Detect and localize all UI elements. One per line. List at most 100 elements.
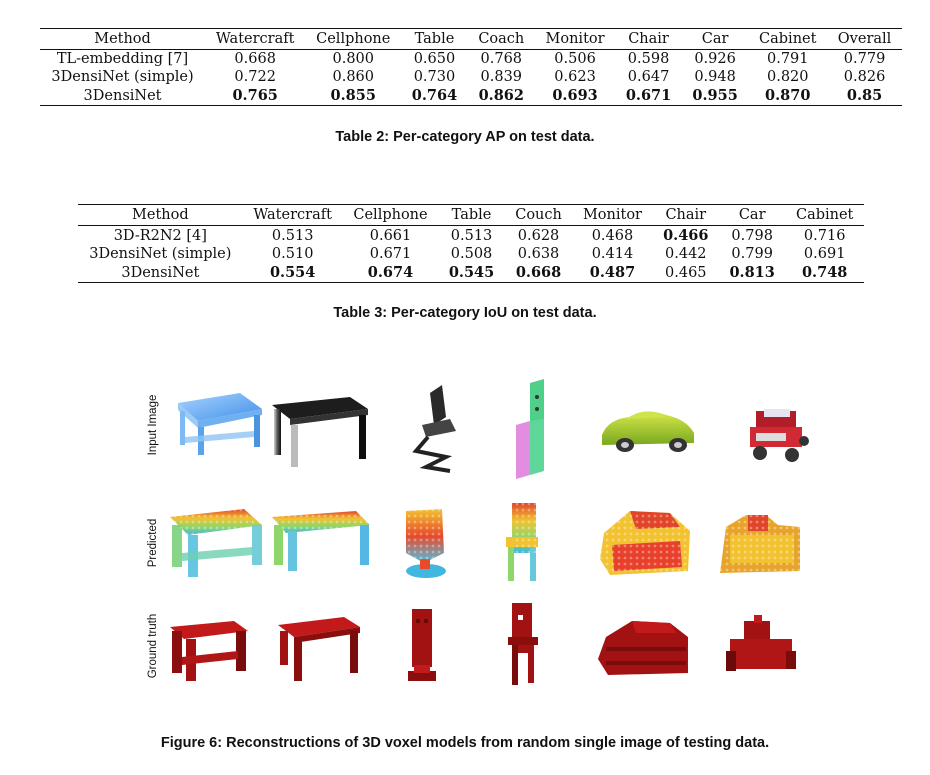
gt-table-black: [278, 617, 360, 681]
table2-header-monitor: Monitor: [545, 31, 605, 47]
table3-header-car: Car: [738, 207, 766, 223]
value-cell: 0.650: [413, 51, 456, 67]
value-cell: 0.730: [413, 69, 456, 85]
table2-header-table: Table: [414, 31, 455, 47]
value-cell: 0.926: [694, 51, 736, 67]
value-cell: 0.465: [665, 264, 707, 281]
method-cell: 3DensiNet (simple): [51, 69, 194, 85]
table-row: 3D-R2N2 [4] 0.513 0.661 0.513 0.628 0.468 0.46…: [78, 226, 864, 246]
value-cell: 0.693: [552, 87, 598, 104]
input-car-green: [602, 411, 694, 452]
pred-chair-zigzag: [406, 509, 446, 578]
value-cell: 0.765: [232, 87, 278, 104]
row-label-ground-truth: Ground truth: [147, 613, 159, 679]
value-cell: 0.545: [448, 264, 495, 281]
value-cell: 0.948: [694, 69, 736, 85]
table-2-body: TL-embedding [7] 0.668 0.800 0.650 0.768 0.50…: [40, 50, 902, 106]
input-car-jeep: [750, 409, 809, 462]
value-cell: 0.513: [271, 227, 314, 244]
method-cell: 3DensiNet: [121, 264, 200, 281]
method-cell: 3D-R2N2 [4]: [113, 227, 207, 244]
table-3-header-row: Method Watercraft Cellphone Table Couch Monit…: [78, 204, 864, 226]
table-row: 3DensiNet (simple) 0.510 0.671 0.508 0.638 0.…: [78, 245, 864, 263]
value-cell: 0.791: [766, 51, 809, 67]
value-cell: 0.768: [480, 51, 523, 67]
pred-table-blue: [170, 509, 262, 577]
method-cell: TL-embedding [7]: [56, 51, 189, 67]
value-cell: 0.748: [801, 264, 848, 281]
value-cell: 0.487: [589, 264, 636, 281]
table2-header-overall: Overall: [837, 31, 892, 47]
gt-table-blue: [170, 621, 248, 681]
input-chair-zigzag: [412, 385, 456, 473]
table2-header-watercraft: Watercraft: [215, 31, 295, 47]
table3-header-couch: Couch: [515, 207, 562, 223]
value-cell: 0.468: [591, 227, 634, 244]
table2-header-method: Method: [94, 31, 151, 47]
input-chair-green: [516, 379, 544, 479]
value-cell: 0.506: [554, 51, 596, 67]
value-cell: 0.466: [663, 227, 709, 244]
gt-car-jeep: [726, 615, 796, 671]
pred-car-jeep: [720, 515, 800, 573]
table-2: Method Watercraft Cellphone Table Coach Monit…: [40, 28, 902, 106]
table-3: Method Watercraft Cellphone Table Couch Monit…: [78, 204, 864, 283]
value-cell: 0.826: [843, 69, 886, 85]
value-cell: 0.798: [731, 227, 773, 244]
pred-chair-green: [506, 503, 538, 581]
table-3-caption: Table 3: Per-category IoU on test data.: [333, 305, 597, 321]
table3-header-monitor: Monitor: [582, 207, 642, 223]
value-cell: 0.668: [234, 51, 276, 67]
pred-table-black: [272, 511, 370, 571]
value-cell: 0.855: [330, 87, 376, 104]
value-cell: 0.860: [332, 69, 374, 85]
value-cell: 0.799: [731, 246, 773, 262]
value-cell: 0.638: [517, 246, 560, 262]
table-row: 3DensiNet 0.765 0.855 0.764 0.862 0.693 0.671 0…: [40, 86, 902, 106]
value-cell: 0.647: [627, 69, 670, 85]
table2-header-car: Car: [701, 31, 729, 47]
value-cell: 0.668: [515, 264, 562, 281]
table2-header-chair: Chair: [628, 31, 669, 47]
value-cell: 0.800: [332, 51, 374, 67]
method-cell: 3DensiNet (simple): [89, 246, 232, 262]
value-cell: 0.598: [627, 51, 670, 67]
table-row: TL-embedding [7] 0.668 0.800 0.650 0.768 0.50…: [40, 50, 902, 69]
value-cell: 0.85: [846, 87, 883, 104]
value-cell: 0.813: [729, 264, 775, 281]
table3-header-cabinet: Cabinet: [795, 207, 854, 223]
table3-header-table: Table: [451, 207, 492, 223]
value-cell: 0.414: [591, 246, 634, 262]
value-cell: 0.691: [803, 246, 846, 262]
value-cell: 0.870: [765, 87, 811, 104]
value-cell: 0.442: [665, 246, 707, 262]
value-cell: 0.513: [450, 227, 493, 244]
value-cell: 0.671: [369, 246, 412, 262]
value-cell: 0.722: [234, 69, 276, 85]
table3-header-method: Method: [132, 207, 189, 223]
value-cell: 0.623: [554, 69, 596, 85]
gt-chair-green: [508, 603, 538, 685]
input-table-black: [272, 397, 368, 467]
value-cell: 0.955: [692, 87, 738, 104]
value-cell: 0.671: [625, 87, 672, 104]
table2-header-cabinet: Cabinet: [759, 31, 817, 47]
table3-header-cellphone: Cellphone: [353, 207, 428, 223]
gt-car-green: [598, 621, 688, 675]
value-cell: 0.510: [271, 246, 314, 262]
value-cell: 0.508: [450, 246, 493, 262]
table2-header-cellphone: Cellphone: [316, 31, 391, 47]
row-label-input-image: Input Image: [147, 394, 159, 456]
value-cell: 0.839: [480, 69, 523, 85]
table3-header-chair: Chair: [665, 207, 707, 223]
value-cell: 0.862: [478, 87, 524, 104]
figure-6-caption: Figure 6: Reconstructions of 3D voxel mo…: [160, 735, 770, 751]
row-label-predicted: Predicted: [147, 518, 159, 568]
table-2-caption: Table 2: Per-category AP on test data.: [335, 129, 595, 145]
value-cell: 0.674: [367, 264, 414, 281]
value-cell: 0.764: [411, 87, 458, 104]
method-cell: 3DensiNet: [83, 87, 162, 104]
value-cell: 0.716: [803, 227, 846, 244]
gt-chair-zigzag: [408, 609, 436, 681]
table-row: 3DensiNet (simple) 0.722 0.860 0.730 0.839 0.…: [40, 68, 902, 86]
